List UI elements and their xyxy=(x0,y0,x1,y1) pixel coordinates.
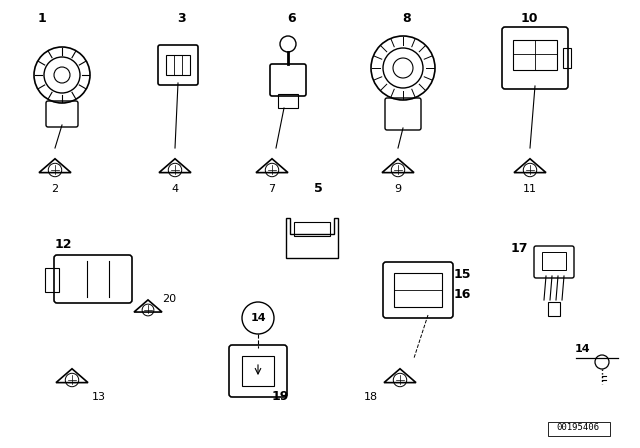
Text: 13: 13 xyxy=(92,392,106,402)
Text: 11: 11 xyxy=(523,184,537,194)
Text: 14: 14 xyxy=(574,344,590,354)
Bar xyxy=(548,302,560,316)
Text: 00195406: 00195406 xyxy=(557,423,600,432)
Text: 8: 8 xyxy=(403,12,412,25)
Bar xyxy=(513,40,557,70)
Text: 4: 4 xyxy=(172,184,179,194)
Bar xyxy=(278,94,298,108)
Text: 15: 15 xyxy=(454,268,472,281)
Text: 17: 17 xyxy=(511,242,528,255)
Bar xyxy=(542,252,566,270)
Text: 9: 9 xyxy=(394,184,401,194)
Text: 12: 12 xyxy=(54,238,72,251)
Text: 19: 19 xyxy=(272,390,289,403)
Text: 16: 16 xyxy=(454,288,472,301)
Bar xyxy=(563,48,571,68)
Text: 3: 3 xyxy=(178,12,186,25)
Text: 7: 7 xyxy=(268,184,276,194)
Text: 6: 6 xyxy=(288,12,296,25)
Text: 2: 2 xyxy=(51,184,59,194)
Bar xyxy=(394,273,442,307)
Bar xyxy=(548,422,610,436)
Bar xyxy=(242,356,274,386)
Text: 5: 5 xyxy=(314,182,323,195)
Text: 20: 20 xyxy=(162,294,176,304)
Bar xyxy=(166,55,190,75)
Bar xyxy=(45,268,59,292)
Text: 14: 14 xyxy=(250,313,266,323)
Text: 1: 1 xyxy=(38,12,46,25)
Text: 18: 18 xyxy=(364,392,378,402)
Bar xyxy=(294,222,330,236)
Text: 10: 10 xyxy=(520,12,538,25)
